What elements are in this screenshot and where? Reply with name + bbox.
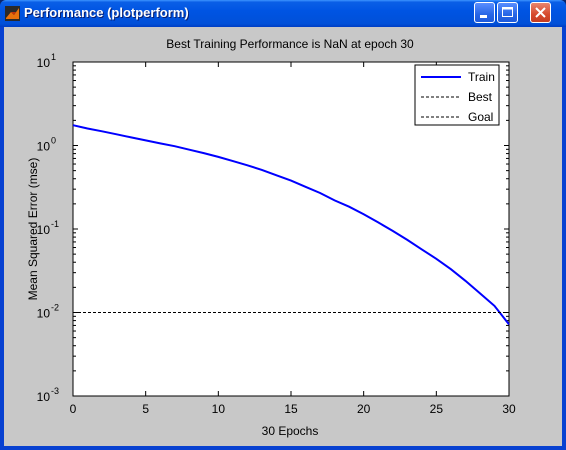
y-tick-exponent: -3 [51,386,59,396]
maximize-icon [502,7,513,17]
title-bar[interactable]: Performance (plotperform) [0,0,566,27]
window-title: Performance (plotperform) [24,5,189,20]
window-frame-right [562,27,566,450]
legend-label-goal: Goal [468,110,493,124]
y-tick-label: 10 [37,56,51,70]
y-tick-label: 10 [37,307,51,321]
window-frame-left [0,27,4,450]
x-tick-label: 20 [357,402,371,416]
legend-label-best: Best [468,90,493,104]
y-tick-exponent: -1 [51,219,59,229]
x-axis-label: 30 Epochs [262,424,319,438]
x-tick-label: 0 [70,402,77,416]
matlab-icon [5,6,20,21]
x-tick-label: 25 [430,402,444,416]
y-tick-exponent: 1 [51,52,56,62]
y-axis-label: Mean Squared Error (mse) [26,158,40,301]
y-tick-exponent: 0 [51,136,56,146]
maximize-button[interactable] [497,2,518,23]
y-tick-exponent: -2 [51,303,59,313]
legend-box [414,64,500,126]
chart-title: Best Training Performance is NaN at epoc… [166,37,414,51]
x-tick-label: 5 [142,402,149,416]
close-button[interactable] [530,2,551,23]
legend: Train Best Goal [414,64,500,126]
x-tick-label: 15 [284,402,298,416]
minimize-icon [480,15,487,18]
close-icon [535,7,546,18]
y-tick-label: 10 [37,140,51,154]
y-tick-label: 10 [37,390,51,404]
legend-label-train: Train [468,70,495,84]
window-frame-bottom [0,446,566,450]
y-tick-label: 10 [37,223,51,237]
x-tick-label: 30 [502,402,516,416]
series-line-train [72,124,510,326]
minimize-button[interactable] [474,2,495,23]
x-tick-label: 10 [212,402,226,416]
